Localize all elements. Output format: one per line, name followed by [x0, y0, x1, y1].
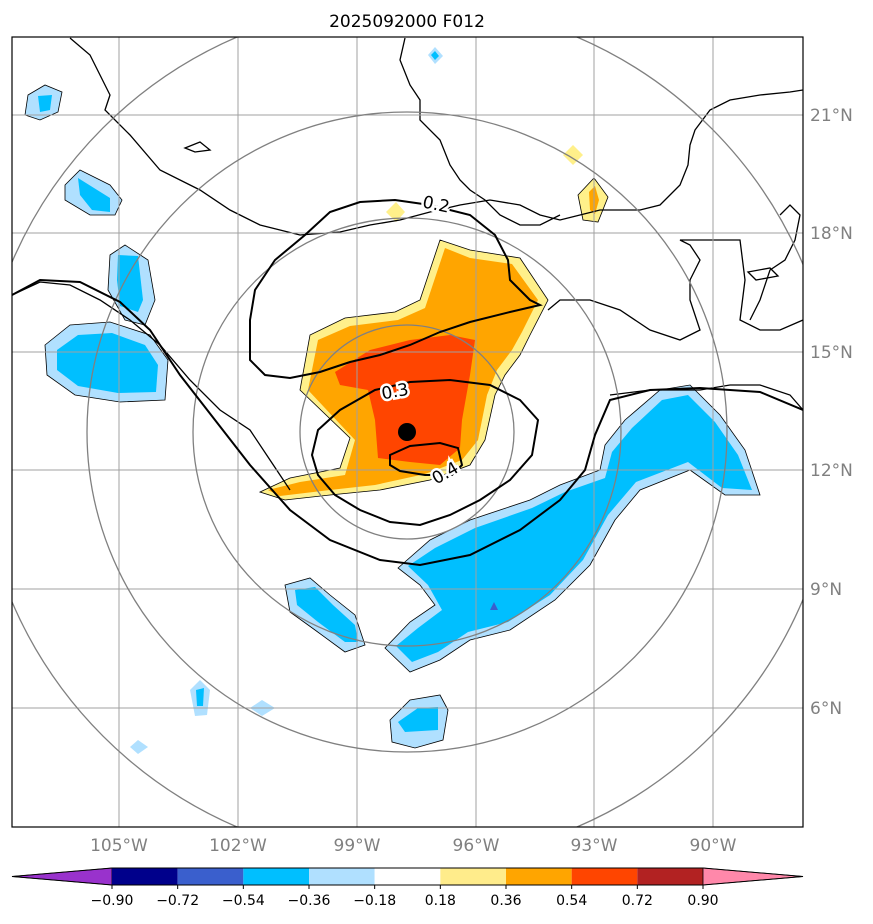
blue-blob-northwest-core — [38, 95, 52, 112]
lat-label: 15°N — [810, 343, 853, 363]
coastline-mexico — [69, 37, 803, 236]
colorbar-tick-label: −0.18 — [353, 893, 396, 909]
colorbar-segment — [637, 868, 703, 885]
blue-blob-west-1-core — [57, 333, 158, 393]
blue-blob-west-2-core — [117, 255, 143, 312]
blue-speck-1-core — [196, 688, 204, 706]
lon-label: 90°W — [690, 836, 737, 856]
colorbar-segment — [243, 868, 309, 885]
colorbar-tick-label: −0.54 — [222, 893, 265, 909]
lon-label: 93°W — [571, 836, 618, 856]
colorbar-tick-label: 0.90 — [687, 893, 718, 909]
lat-label: 18°N — [810, 224, 853, 244]
lat-label: 12°N — [810, 461, 853, 481]
latitude-labels: 21°N 18°N 15°N 12°N 9°N 6°N — [810, 106, 853, 719]
lon-label: 96°W — [453, 836, 500, 856]
lon-label: 99°W — [334, 836, 381, 856]
colorbar-extend-high — [702, 867, 804, 886]
lat-label: 21°N — [810, 106, 853, 126]
colorbar-tick-label: −0.90 — [91, 893, 134, 909]
storm-center-marker — [398, 423, 416, 441]
map-area: 0.2 0.3 0.4 — [12, 37, 803, 827]
contour-0.4 — [389, 441, 464, 476]
range-rings — [12, 37, 803, 827]
colorbar-tick-label: −0.36 — [288, 893, 331, 909]
colorbar-segment — [506, 868, 572, 885]
small-triangle-marker — [490, 602, 498, 610]
island-2 — [183, 141, 212, 153]
blue-blob-west-3-core — [78, 178, 110, 212]
contour-0.2 — [12, 198, 803, 567]
lat-label: 9°N — [810, 580, 842, 600]
colorbar-tick-label: −0.72 — [156, 893, 199, 909]
colorbar-segment — [374, 868, 441, 885]
colorbar-extend-low — [11, 867, 113, 886]
colorbar-tick-label: 0.18 — [425, 893, 456, 909]
coastline-yucatan — [749, 204, 801, 321]
colorbar-tick-label: 0.54 — [556, 893, 587, 909]
yellow-speck-1 — [386, 202, 405, 222]
colorbar-tick-label: 0.36 — [490, 893, 521, 909]
colorbar-segment — [571, 868, 638, 885]
contour-lines — [12, 198, 803, 567]
colorbar-segment — [112, 868, 178, 885]
colorbar-segment — [440, 868, 506, 885]
coastline-gulf-isthmus — [547, 239, 803, 341]
contour-0.3 — [310, 378, 540, 527]
longitude-labels: 105°W 102°W 99°W 96°W 93°W 90°W — [90, 836, 737, 856]
lon-label: 102°W — [209, 836, 267, 856]
colorbar: −0.90 −0.72 −0.54 −0.36 −0.18 0.18 0.36 0.54 0.7… — [11, 867, 804, 909]
blue-speck-north-core — [431, 51, 439, 60]
colorbar-segment — [309, 868, 375, 885]
blue-band-southeast-core — [396, 395, 752, 662]
map-frame — [11, 36, 804, 828]
blue-blob-south-center-core — [295, 587, 358, 642]
lat-label: 6°N — [810, 699, 842, 719]
colorbar-tick-label: 0.72 — [622, 893, 653, 909]
coastline-north — [399, 37, 561, 226]
blue-blob-south-core — [398, 707, 438, 732]
colorbar-segment — [177, 868, 244, 885]
graticule — [12, 37, 803, 827]
island-1 — [746, 267, 780, 281]
blue-speck-3 — [130, 740, 148, 754]
figure-title: 2025092000 F012 — [329, 12, 485, 32]
contour-label-0.2: 0.2 — [421, 193, 452, 218]
lon-label: 105°W — [90, 836, 148, 856]
yellow-speck-2 — [563, 145, 583, 165]
red-region — [335, 335, 475, 465]
